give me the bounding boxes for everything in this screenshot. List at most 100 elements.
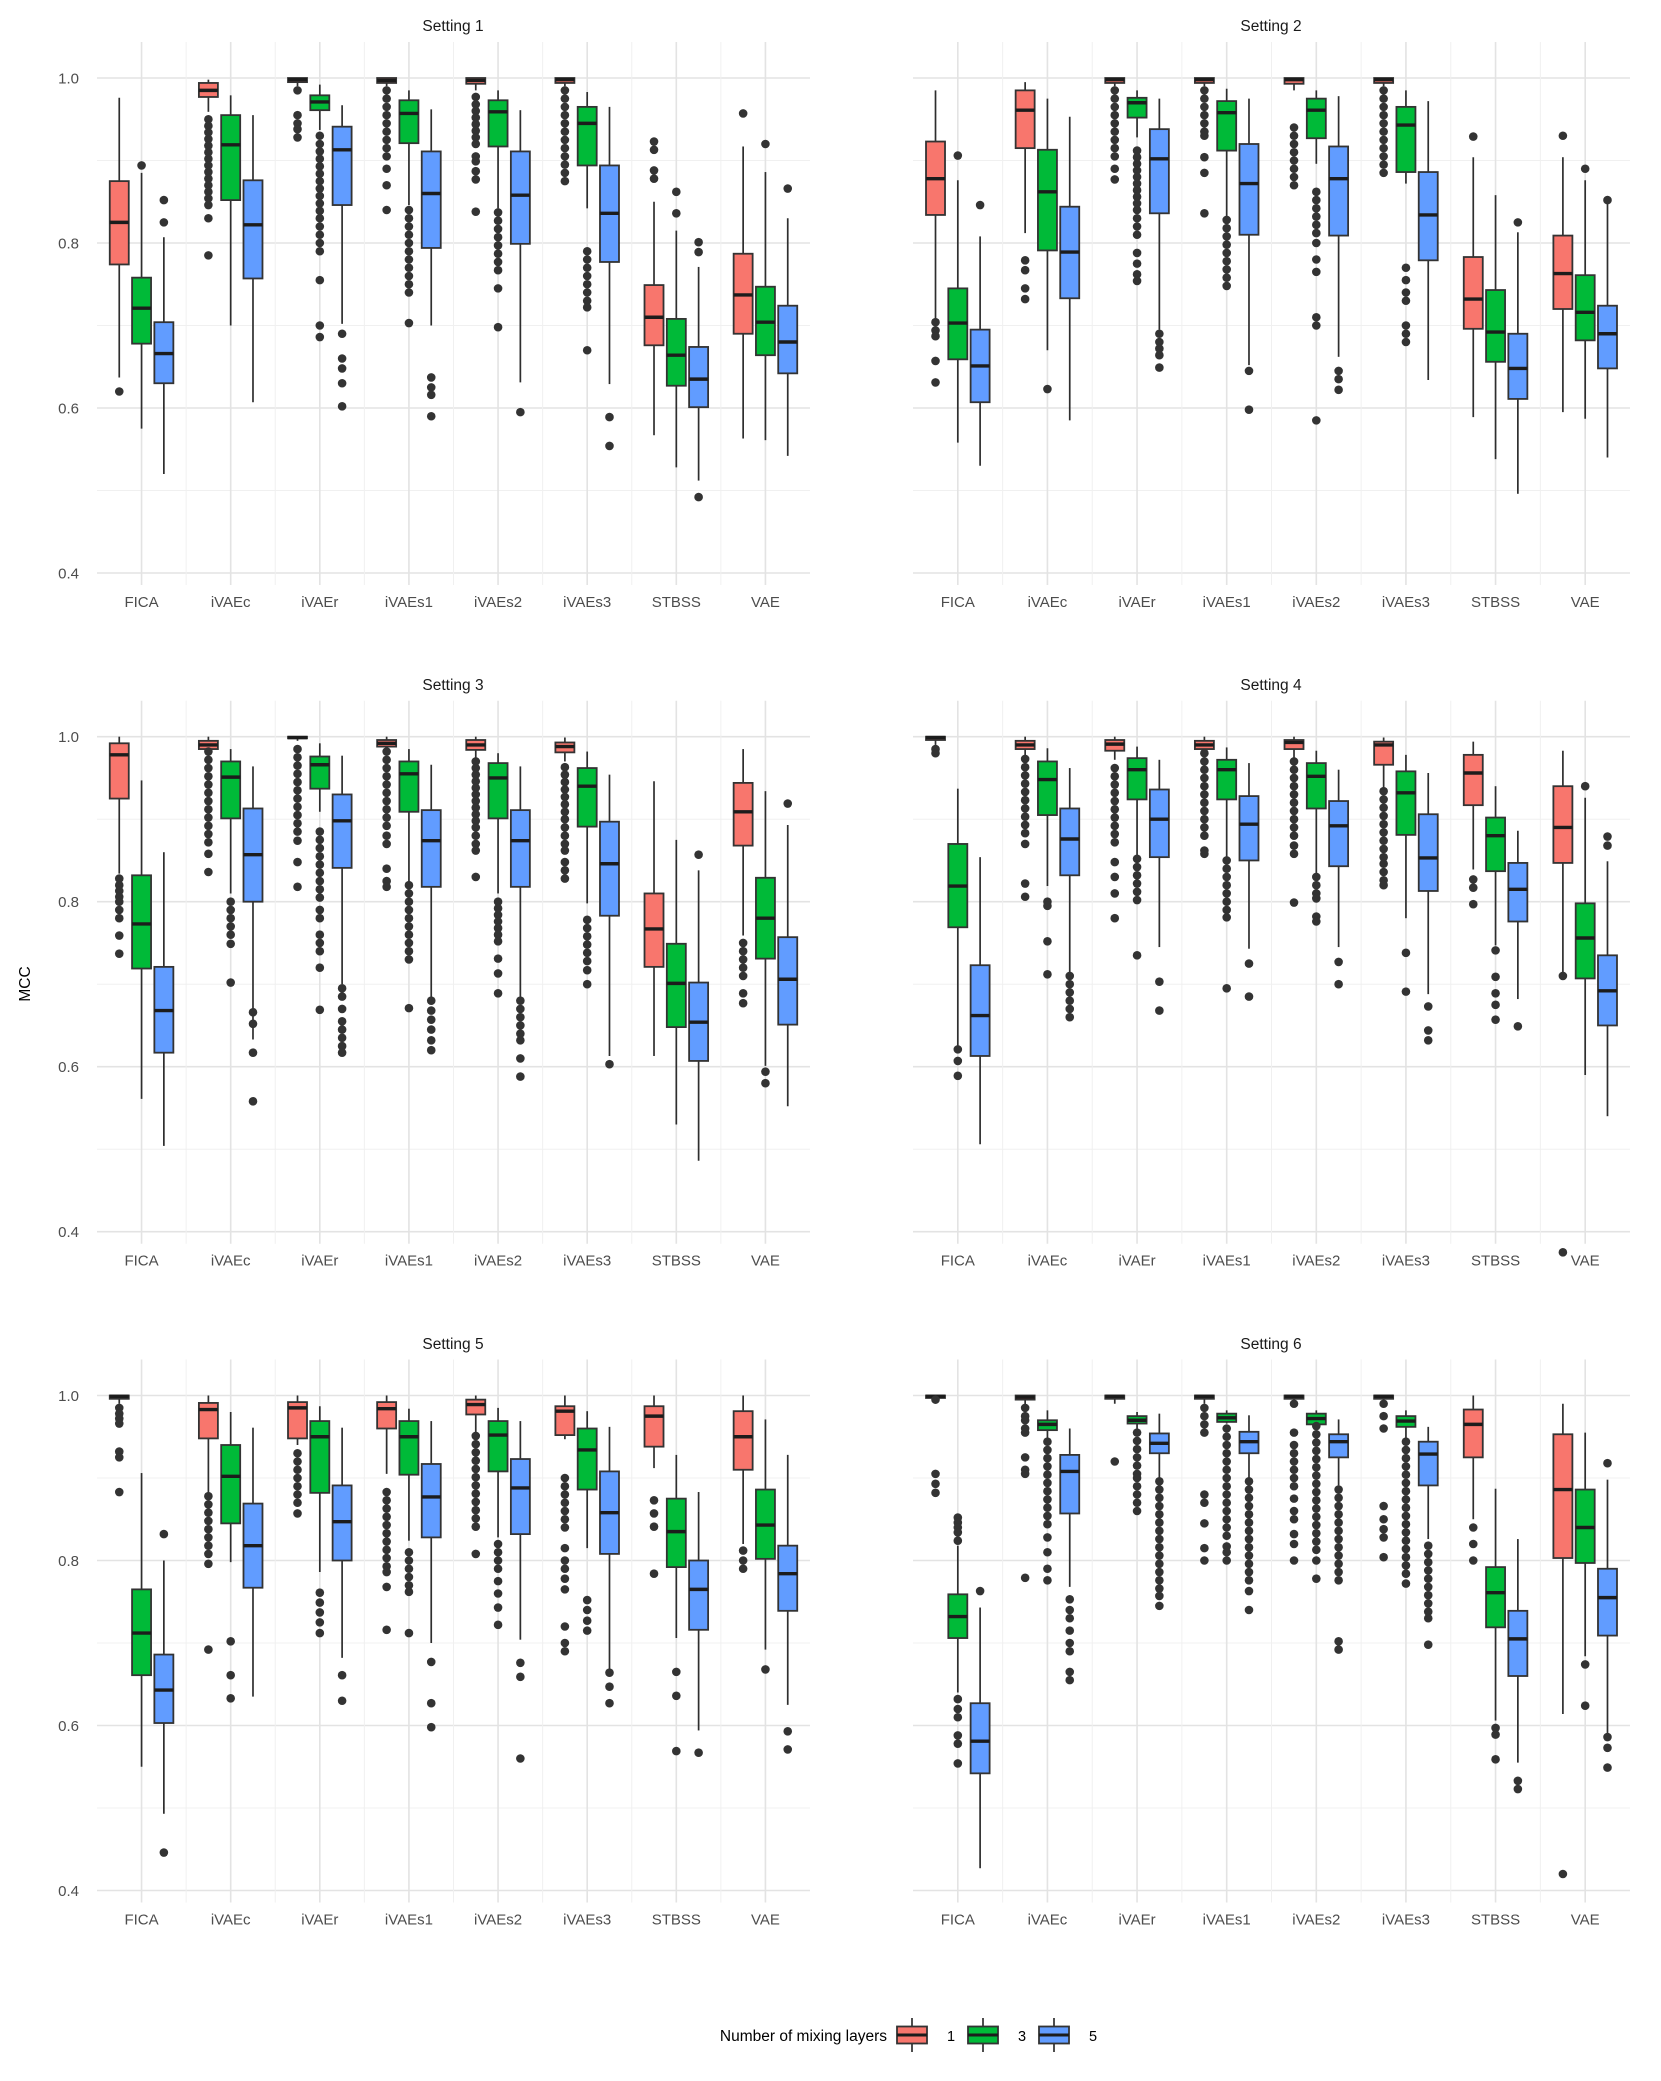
outlier-dot (382, 127, 391, 136)
outlier-dot (516, 1072, 525, 1081)
outlier-dot (1379, 127, 1388, 136)
box-setting3-FICA-3 (131, 780, 152, 1099)
outlier-dot (315, 139, 325, 149)
legend-keys (896, 2018, 1070, 2052)
outlier-dot (1020, 1403, 1030, 1413)
outlier-dot (1379, 1552, 1388, 1562)
box-setting2-FICA-1 (925, 90, 946, 387)
x-tick-label: iVAEr (301, 1912, 338, 1929)
outlier-dot (1312, 255, 1321, 264)
x-tick-label: iVAEs3 (563, 1912, 611, 1929)
outlier-dot (1020, 294, 1030, 304)
outlier-dot (1312, 1487, 1321, 1497)
box-setting1-FICA-1 (108, 97, 130, 396)
x-tick-label: VAE (751, 594, 780, 611)
outlier-dot (1334, 385, 1343, 395)
box-setting3-FICA-1 (108, 736, 130, 958)
outlier-dot (382, 1553, 391, 1563)
box-setting6-iVAEs2-1 (1283, 1394, 1305, 1565)
outlier-dot (694, 850, 703, 859)
box-iqr (1507, 1609, 1529, 1677)
outlier-dot (1244, 992, 1254, 1001)
outlier-dot (1200, 765, 1209, 774)
outlier-dot (1401, 337, 1411, 347)
outlier-dot (582, 1605, 592, 1615)
outlier-dot (1401, 1544, 1411, 1554)
outlier-dot (1200, 1403, 1209, 1413)
box-iqr (1574, 274, 1596, 342)
outlier-dot (426, 1657, 436, 1667)
outlier-dot (1132, 879, 1142, 888)
x-tick-label: iVAEs2 (474, 594, 522, 611)
outlier-dot (471, 106, 481, 116)
outlier-dot (1222, 1547, 1231, 1557)
outlier-dot (738, 971, 748, 981)
outlier-dot (582, 1626, 592, 1635)
outlier-dot (560, 143, 570, 153)
outlier-dot (382, 780, 391, 789)
outlier-dot (204, 772, 213, 781)
outlier-dot (1043, 1511, 1052, 1521)
outlier-dot (1289, 1506, 1299, 1516)
outlier-dot (1020, 762, 1030, 772)
outlier-dot (1110, 913, 1120, 923)
outlier-dot (1289, 898, 1299, 907)
outlier-dot (293, 802, 302, 812)
outlier-dot (204, 813, 213, 822)
outlier-dot (1110, 889, 1120, 898)
outlier-dot (1513, 218, 1523, 227)
outlier-dot (1289, 814, 1299, 824)
outlier-dot (953, 1056, 963, 1066)
outlier-dot (1423, 1541, 1433, 1550)
box-setting6-iVAEs3-1 (1373, 1394, 1395, 1562)
outlier-dot (1200, 119, 1209, 128)
outlier-dot (560, 800, 570, 809)
outlier-dot (315, 206, 325, 216)
outlier-dot (1289, 841, 1299, 850)
box-setting4-STBSS-5 (1507, 830, 1529, 1031)
outlier-dot (471, 1489, 481, 1498)
outlier-dot (931, 378, 940, 387)
outlier-dot (1379, 880, 1388, 890)
outlier-dot (560, 1585, 570, 1594)
box-setting1-VAE-1 (732, 109, 754, 439)
outlier-dot (1155, 1601, 1164, 1611)
box-setting5-FICA-3 (131, 1473, 152, 1767)
x-tick-label: VAE (751, 1912, 780, 1929)
outlier-dot (204, 114, 213, 124)
outlier-dot (293, 1481, 302, 1491)
outlier-dot (672, 1691, 681, 1701)
outlier-dot (1155, 1543, 1164, 1552)
outlier-dot (493, 969, 503, 978)
x-tick-label: iVAEs3 (563, 594, 611, 611)
outlier-dot (649, 174, 659, 183)
outlier-dot (471, 1439, 481, 1449)
outlier-dot (1110, 805, 1120, 814)
facet-title-setting-4: Setting 4 (1240, 677, 1302, 694)
box-setting2-iVAEr-3 (1126, 90, 1148, 286)
box-setting1-iVAEc-3 (220, 95, 242, 326)
box-setting5-iVAEc-1 (197, 1395, 219, 1654)
outlier-dot (204, 251, 213, 260)
outlier-dot (1289, 790, 1299, 799)
outlier-dot (1155, 350, 1164, 360)
x-tick-label: iVAEc (1028, 1912, 1068, 1929)
box-setting4-iVAEr-5 (1148, 759, 1170, 1015)
outlier-dot (471, 175, 481, 184)
box-setting1-iVAEs1-5 (420, 109, 442, 421)
outlier-dot (382, 152, 391, 161)
outlier-dot (293, 1465, 302, 1475)
outlier-dot (382, 1520, 391, 1530)
outlier-dot (1065, 996, 1075, 1005)
outlier-dot (493, 249, 503, 259)
facet-setting-5: FICA iVAEc iVAEr iVAEs1 iVAEs2 iVAEs3 STBSS VAE… (58, 1359, 810, 1929)
outlier-dot (315, 885, 325, 894)
outlier-dot (1244, 1501, 1254, 1511)
outlier-dot (582, 932, 592, 941)
outlier-dot (1132, 146, 1142, 155)
outlier-dot (1155, 1526, 1164, 1536)
outlier-dot (975, 200, 985, 210)
outlier-dot (560, 1473, 570, 1483)
outlier-dot (1312, 1574, 1321, 1583)
outlier-dot (404, 255, 414, 264)
